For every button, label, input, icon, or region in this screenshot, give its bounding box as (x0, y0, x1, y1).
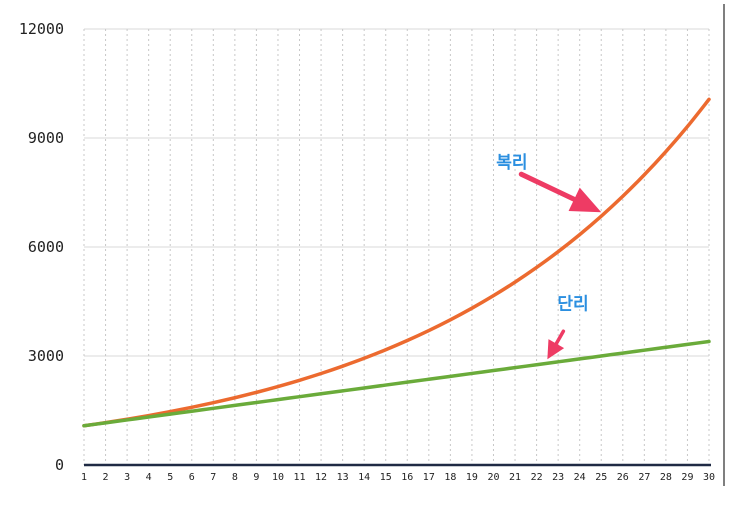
annotation-arrow-shaft (518, 171, 580, 204)
x-tick-label: 4 (146, 472, 152, 483)
annotation-arrow-head (547, 339, 565, 360)
annotation-label: 복리 (496, 153, 527, 173)
x-tick-label: 10 (272, 472, 284, 483)
y-tick-label: 12000 (19, 20, 64, 38)
x-tick-label: 27 (638, 472, 650, 483)
series-line-1 (82, 339, 711, 428)
series-lines (82, 97, 711, 428)
x-tick-label: 22 (531, 472, 543, 483)
x-tick-label: 23 (552, 472, 564, 483)
y-tick-label: 0 (55, 456, 64, 474)
x-tick-label: 5 (167, 472, 173, 483)
x-tick-label: 14 (358, 472, 370, 483)
x-tick-label: 26 (617, 472, 629, 483)
x-tick-label: 30 (703, 472, 715, 483)
x-tick-label: 21 (509, 472, 521, 483)
x-tick-label: 29 (681, 472, 693, 483)
x-tick-label: 16 (401, 472, 413, 483)
x-tick-label: 9 (253, 472, 259, 483)
x-tick-label: 3 (124, 472, 130, 483)
x-tick-label: 1 (81, 472, 87, 483)
x-tick-label: 13 (337, 472, 349, 483)
x-tick-label: 11 (293, 472, 305, 483)
x-tick-label: 24 (574, 472, 586, 483)
x-tick-label: 6 (189, 472, 195, 483)
x-tick-label: 2 (103, 472, 109, 483)
x-tick-label: 20 (487, 472, 499, 483)
annotation-arrow-head (568, 187, 602, 213)
x-tick-label: 17 (423, 472, 435, 483)
grid (83, 28, 710, 465)
x-tick-label: 8 (232, 472, 238, 483)
x-tick-label: 25 (595, 472, 607, 483)
x-tick-label: 18 (444, 472, 456, 483)
x-tick-label: 15 (380, 472, 392, 483)
x-tick-label: 12 (315, 472, 327, 483)
y-tick-label: 6000 (28, 238, 64, 256)
annotation-label: 단리 (557, 294, 588, 314)
series-line-0 (82, 97, 711, 428)
y-tick-label: 3000 (28, 347, 64, 365)
x-tick-label: 7 (210, 472, 216, 483)
y-tick-label: 9000 (28, 129, 64, 147)
x-tick-label: 19 (466, 472, 478, 483)
x-tick-label: 28 (660, 472, 672, 483)
